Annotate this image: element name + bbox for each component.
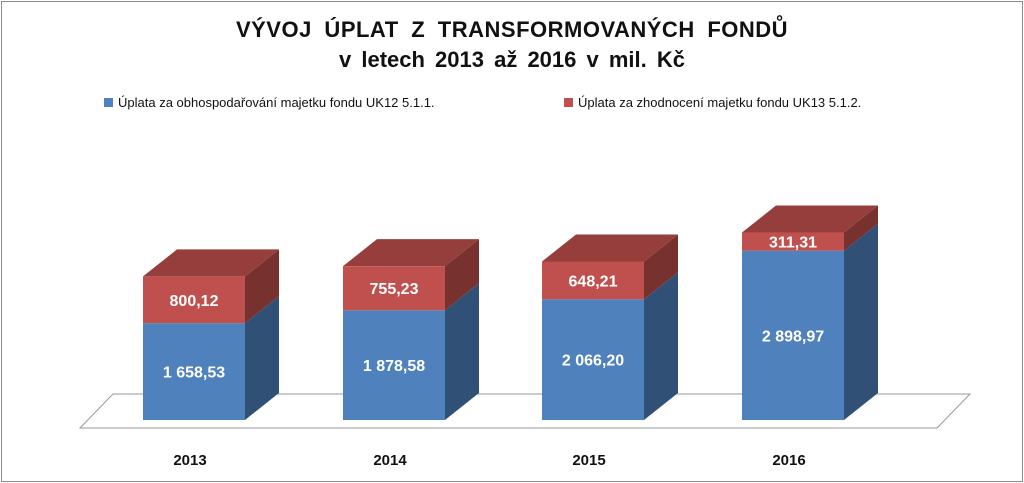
bar-red-2015 (542, 261, 644, 300)
bar-blue-2013 (143, 323, 245, 420)
legend-label-series-2: Úplata za zhodnocení majetku fondu UK13 … (578, 95, 862, 110)
data-label-red-2014: 755,23 (370, 281, 419, 298)
bar-side-blue-2013 (245, 296, 279, 420)
data-label-red-2016: 311,31 (769, 235, 817, 252)
category-label-2015: 2015 (572, 452, 605, 469)
category-label-2013: 2013 (173, 452, 206, 469)
bar-red-2013 (143, 276, 245, 324)
bar-side-red-2014 (445, 239, 479, 311)
bar-side-red-2015 (644, 234, 678, 300)
data-label-blue-2015: 2 066,20 (562, 353, 624, 370)
data-label-red-2013: 800,12 (170, 293, 219, 310)
bar-top-2014 (343, 239, 479, 267)
category-label-2014: 2014 (373, 452, 407, 469)
data-label-blue-2016: 2 898,97 (762, 328, 824, 345)
bar-top-2015 (542, 234, 678, 262)
data-label-red-2015: 648,21 (569, 273, 618, 290)
data-label-blue-2013: 1 658,53 (163, 365, 225, 382)
bar-blue-2016 (742, 250, 844, 420)
bar-top-2013 (143, 249, 279, 277)
bar-red-2016 (742, 232, 844, 251)
bar-blue-2014 (343, 310, 445, 420)
chart-title: VÝVOJ ÚPLAT Z TRANSFORMOVANÝCH FONDŮ (235, 17, 789, 42)
bar-blue-2015 (542, 299, 644, 420)
legend-label-series-1: Úplata za obhospodařování majetku fondu … (118, 95, 435, 110)
legend-item-series-1: Úplata za obhospodařování majetku fondu … (104, 95, 435, 110)
bar-side-blue-2016 (844, 223, 878, 420)
bar-side-blue-2015 (644, 272, 678, 420)
bar-top-2016 (742, 205, 878, 233)
legend-swatch-series-1 (104, 98, 113, 107)
legend-swatch-series-2 (564, 98, 573, 107)
bar-side-red-2013 (245, 249, 279, 324)
data-label-blue-2014: 1 878,58 (363, 358, 425, 375)
bar-red-2014 (343, 266, 445, 311)
bar-side-red-2016 (844, 205, 878, 251)
bar-side-blue-2014 (445, 283, 479, 420)
legend-item-series-2: Úplata za zhodnocení majetku fondu UK13 … (564, 95, 861, 110)
category-label-2016: 2016 (772, 452, 805, 469)
chart-subtitle: v letech 2013 až 2016 v mil. Kč (339, 47, 685, 72)
